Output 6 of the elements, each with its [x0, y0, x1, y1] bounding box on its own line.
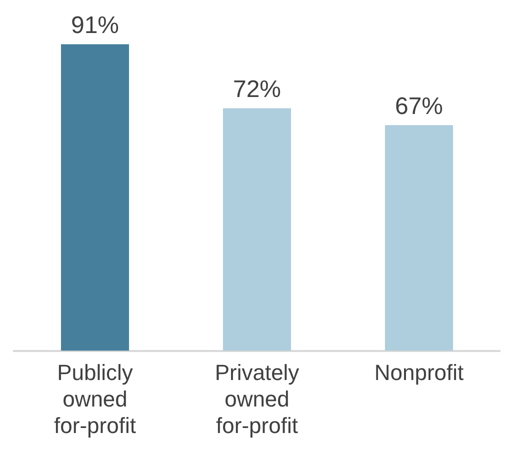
x-tick-label: Nonprofit — [374, 360, 464, 386]
x-tick-label: Publicly owned for-profit — [54, 360, 136, 438]
data-label: 91% — [70, 12, 120, 39]
data-label: 72% — [232, 76, 282, 103]
data-label: 67% — [394, 92, 444, 120]
x-tick-label: Privately owned for-profit — [214, 360, 300, 438]
